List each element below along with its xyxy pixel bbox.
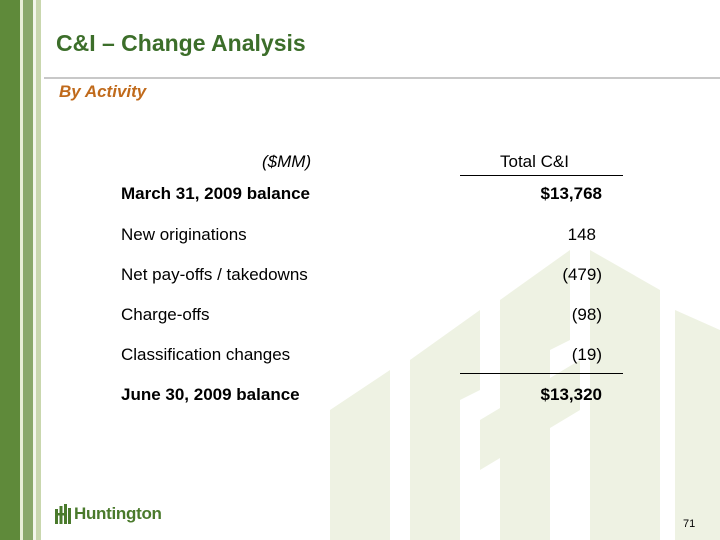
row-label-classification-changes: Classification changes (121, 345, 291, 364)
huntington-logo-icon (55, 504, 71, 524)
title-divider (44, 77, 720, 79)
row-value-new-originations: 148 (567, 225, 596, 244)
page-number: 71 (683, 518, 696, 530)
row-value-charge-offs: (98) (571, 305, 602, 324)
units-label: ($MM) (262, 152, 312, 171)
page-title: C&I – Change Analysis (56, 30, 306, 56)
logo-wordmark: Huntington (74, 504, 162, 523)
row-label-net-payoffs: Net pay-offs / takedowns (121, 265, 308, 284)
page-subtitle: By Activity (59, 82, 147, 101)
row-label-charge-offs: Charge-offs (121, 305, 210, 324)
row-label-june-balance: June 30, 2009 balance (121, 385, 300, 404)
total-rule (460, 373, 623, 374)
row-label-new-originations: New originations (121, 225, 247, 244)
row-value-june-balance: $13,320 (540, 385, 602, 404)
row-value-net-payoffs: (479) (562, 265, 602, 284)
column-header-total: Total C&I (500, 152, 569, 171)
row-value-march-balance: $13,768 (540, 184, 602, 203)
header-underline (460, 175, 623, 176)
huntington-watermark-graphic (330, 250, 720, 540)
left-decorative-bar (0, 0, 44, 540)
row-label-march-balance: March 31, 2009 balance (121, 184, 311, 203)
row-value-classification-changes: (19) (571, 345, 602, 364)
